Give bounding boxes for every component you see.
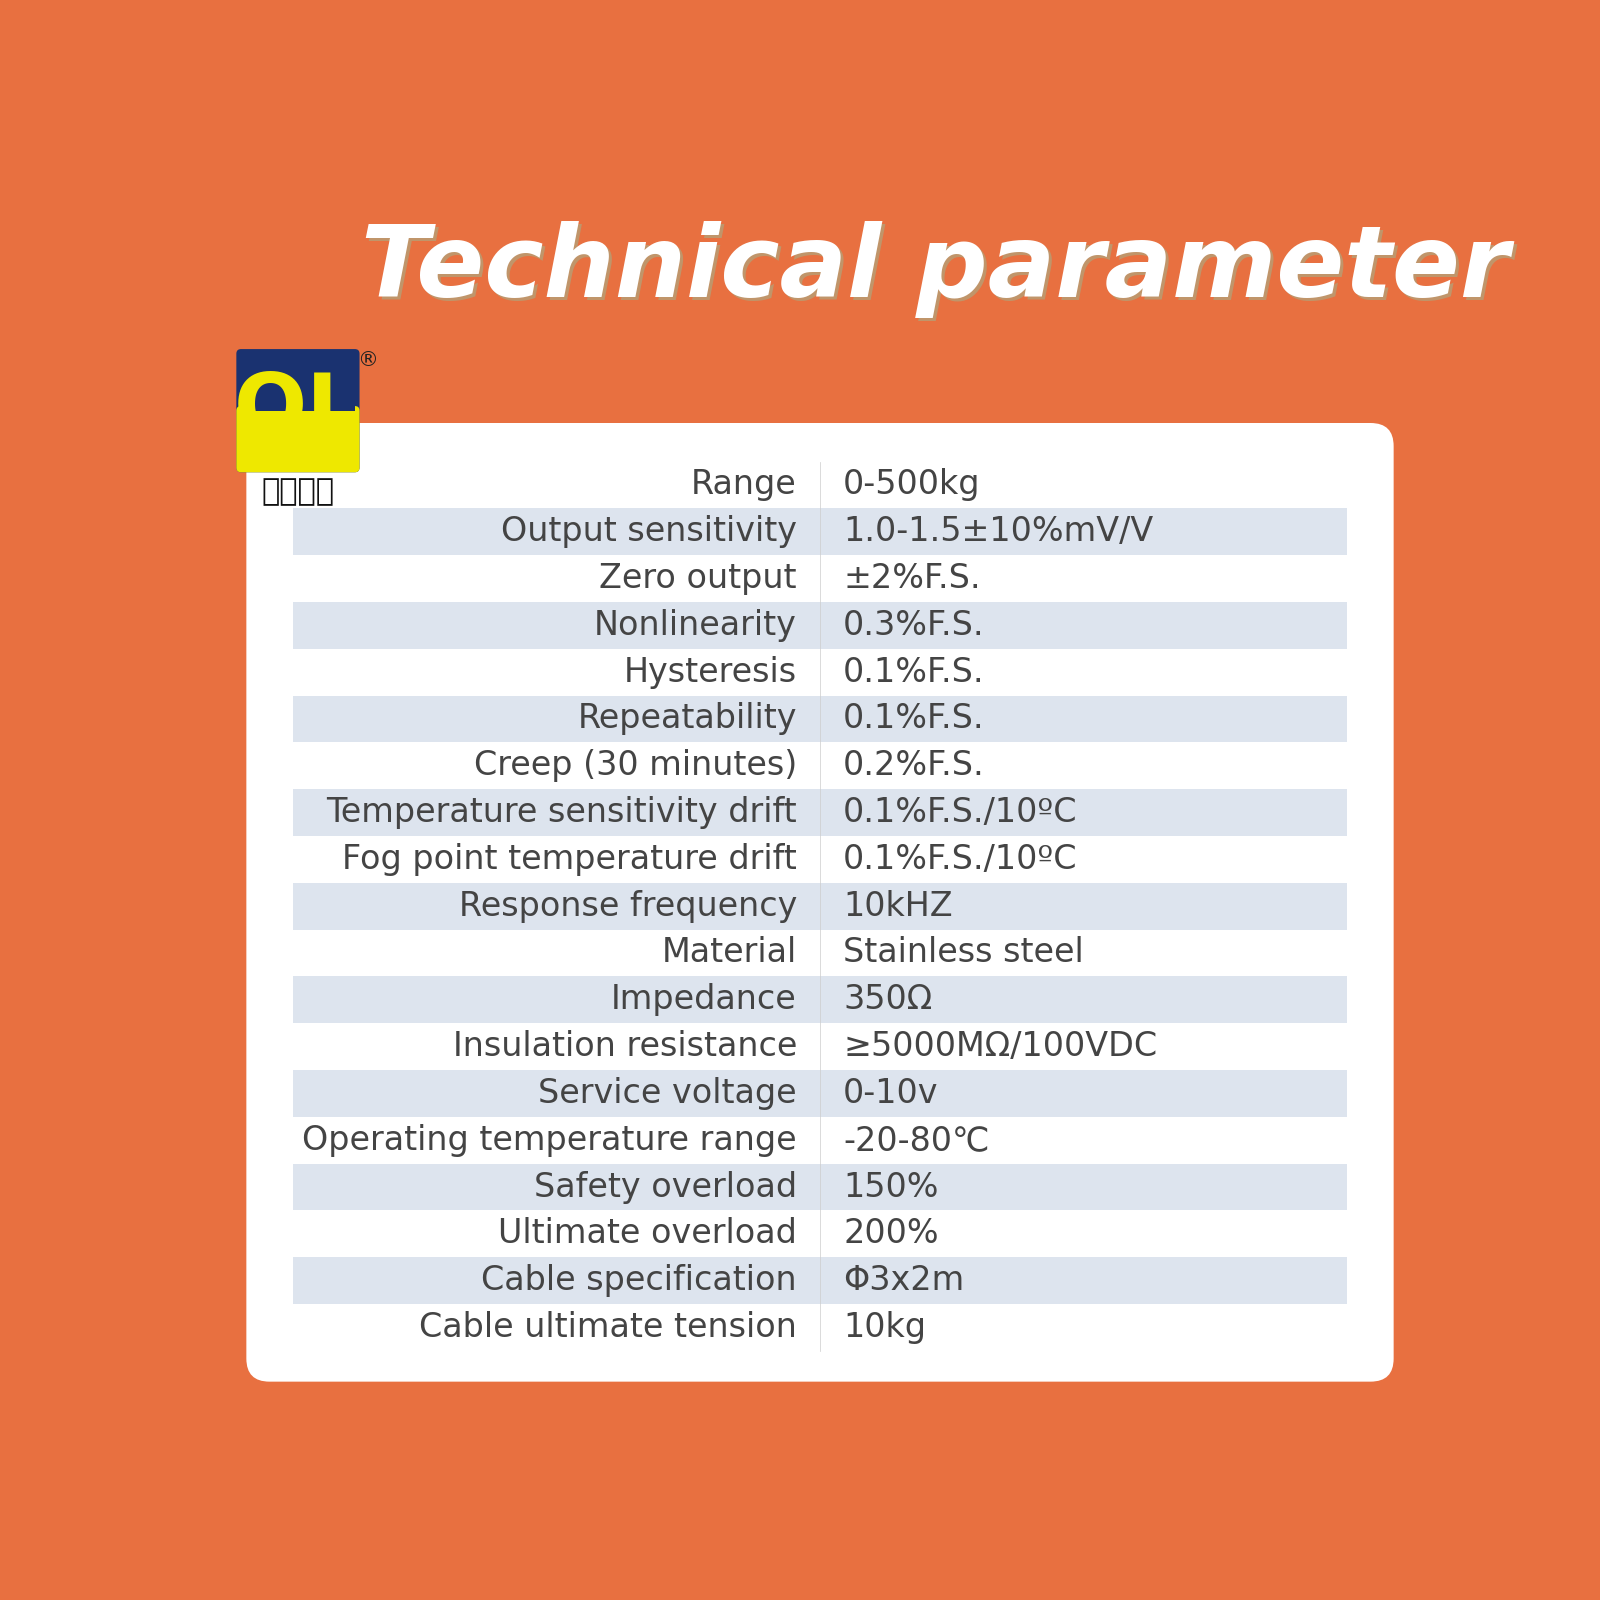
Bar [293, 1304, 1347, 1350]
Text: 0.1%F.S.: 0.1%F.S. [843, 702, 984, 736]
Bar [293, 1163, 1347, 1211]
Text: ®: ® [357, 350, 378, 370]
Text: Φ3x2m: Φ3x2m [843, 1264, 965, 1298]
Text: Fog point temperature drift: Fog point temperature drift [342, 843, 797, 875]
Text: 150%: 150% [843, 1171, 939, 1203]
Bar [242, 354, 355, 411]
Bar [293, 1117, 1347, 1163]
Bar [293, 1211, 1347, 1258]
Text: Technical parameter: Technical parameter [362, 221, 1510, 317]
Text: 200%: 200% [843, 1218, 939, 1250]
Text: ≥5000MΩ/100VDC: ≥5000MΩ/100VDC [843, 1030, 1157, 1062]
Bar [293, 648, 1347, 696]
Text: 0.1%F.S./10ºC: 0.1%F.S./10ºC [843, 843, 1078, 875]
Bar [293, 602, 1347, 648]
Text: Insulation resistance: Insulation resistance [453, 1030, 797, 1062]
Bar [293, 883, 1347, 930]
Text: Safety overload: Safety overload [534, 1171, 797, 1203]
Text: Ultimate overload: Ultimate overload [498, 1218, 797, 1250]
Text: ±2%F.S.: ±2%F.S. [843, 562, 981, 595]
Text: Repeatability: Repeatability [578, 702, 797, 736]
Bar [293, 976, 1347, 1022]
Bar [293, 835, 1347, 883]
Text: 350Ω: 350Ω [843, 984, 933, 1016]
Text: Stainless steel: Stainless steel [843, 936, 1083, 970]
FancyBboxPatch shape [237, 406, 360, 472]
FancyBboxPatch shape [246, 422, 1394, 1382]
Text: 0.1%F.S.: 0.1%F.S. [843, 656, 984, 688]
Text: Material: Material [662, 936, 797, 970]
Text: 1.0-1.5±10%mV/V: 1.0-1.5±10%mV/V [843, 515, 1154, 549]
Text: 0-500kg: 0-500kg [843, 469, 981, 501]
Text: Creep (30 minutes): Creep (30 minutes) [474, 749, 797, 782]
Bar [293, 1022, 1347, 1070]
Text: 0.1%F.S./10ºC: 0.1%F.S./10ºC [843, 797, 1078, 829]
Text: Service voltage: Service voltage [538, 1077, 797, 1110]
Text: Response frequency: Response frequency [459, 890, 797, 923]
Bar [293, 1258, 1347, 1304]
Text: Cable specification: Cable specification [482, 1264, 797, 1298]
Text: -20-80℃: -20-80℃ [843, 1123, 989, 1157]
Bar [293, 509, 1347, 555]
Text: Zero output: Zero output [600, 562, 797, 595]
Bar [293, 789, 1347, 835]
Text: Range: Range [691, 469, 797, 501]
Bar [293, 742, 1347, 789]
Bar [293, 696, 1347, 742]
Text: Nonlinearity: Nonlinearity [594, 610, 797, 642]
Bar [293, 461, 1347, 509]
Text: 0.2%F.S.: 0.2%F.S. [843, 749, 986, 782]
Text: Operating temperature range: Operating temperature range [302, 1123, 797, 1157]
Text: 启励传感: 启励传感 [261, 477, 334, 506]
Text: 0-10v: 0-10v [843, 1077, 939, 1110]
Bar [293, 555, 1347, 602]
Text: Technical parameter: Technical parameter [365, 224, 1512, 322]
Text: 0.3%F.S.: 0.3%F.S. [843, 610, 984, 642]
Text: Hysteresis: Hysteresis [624, 656, 797, 688]
Bar [242, 411, 355, 467]
Text: Output sensitivity: Output sensitivity [501, 515, 797, 549]
Text: 10kg: 10kg [843, 1310, 926, 1344]
FancyBboxPatch shape [237, 349, 360, 472]
Bar [293, 930, 1347, 976]
Text: QL: QL [234, 370, 362, 453]
Text: Cable ultimate tension: Cable ultimate tension [419, 1310, 797, 1344]
Text: Temperature sensitivity drift: Temperature sensitivity drift [326, 797, 797, 829]
Text: Impedance: Impedance [611, 984, 797, 1016]
Bar [293, 1070, 1347, 1117]
Text: 10kHZ: 10kHZ [843, 890, 952, 923]
